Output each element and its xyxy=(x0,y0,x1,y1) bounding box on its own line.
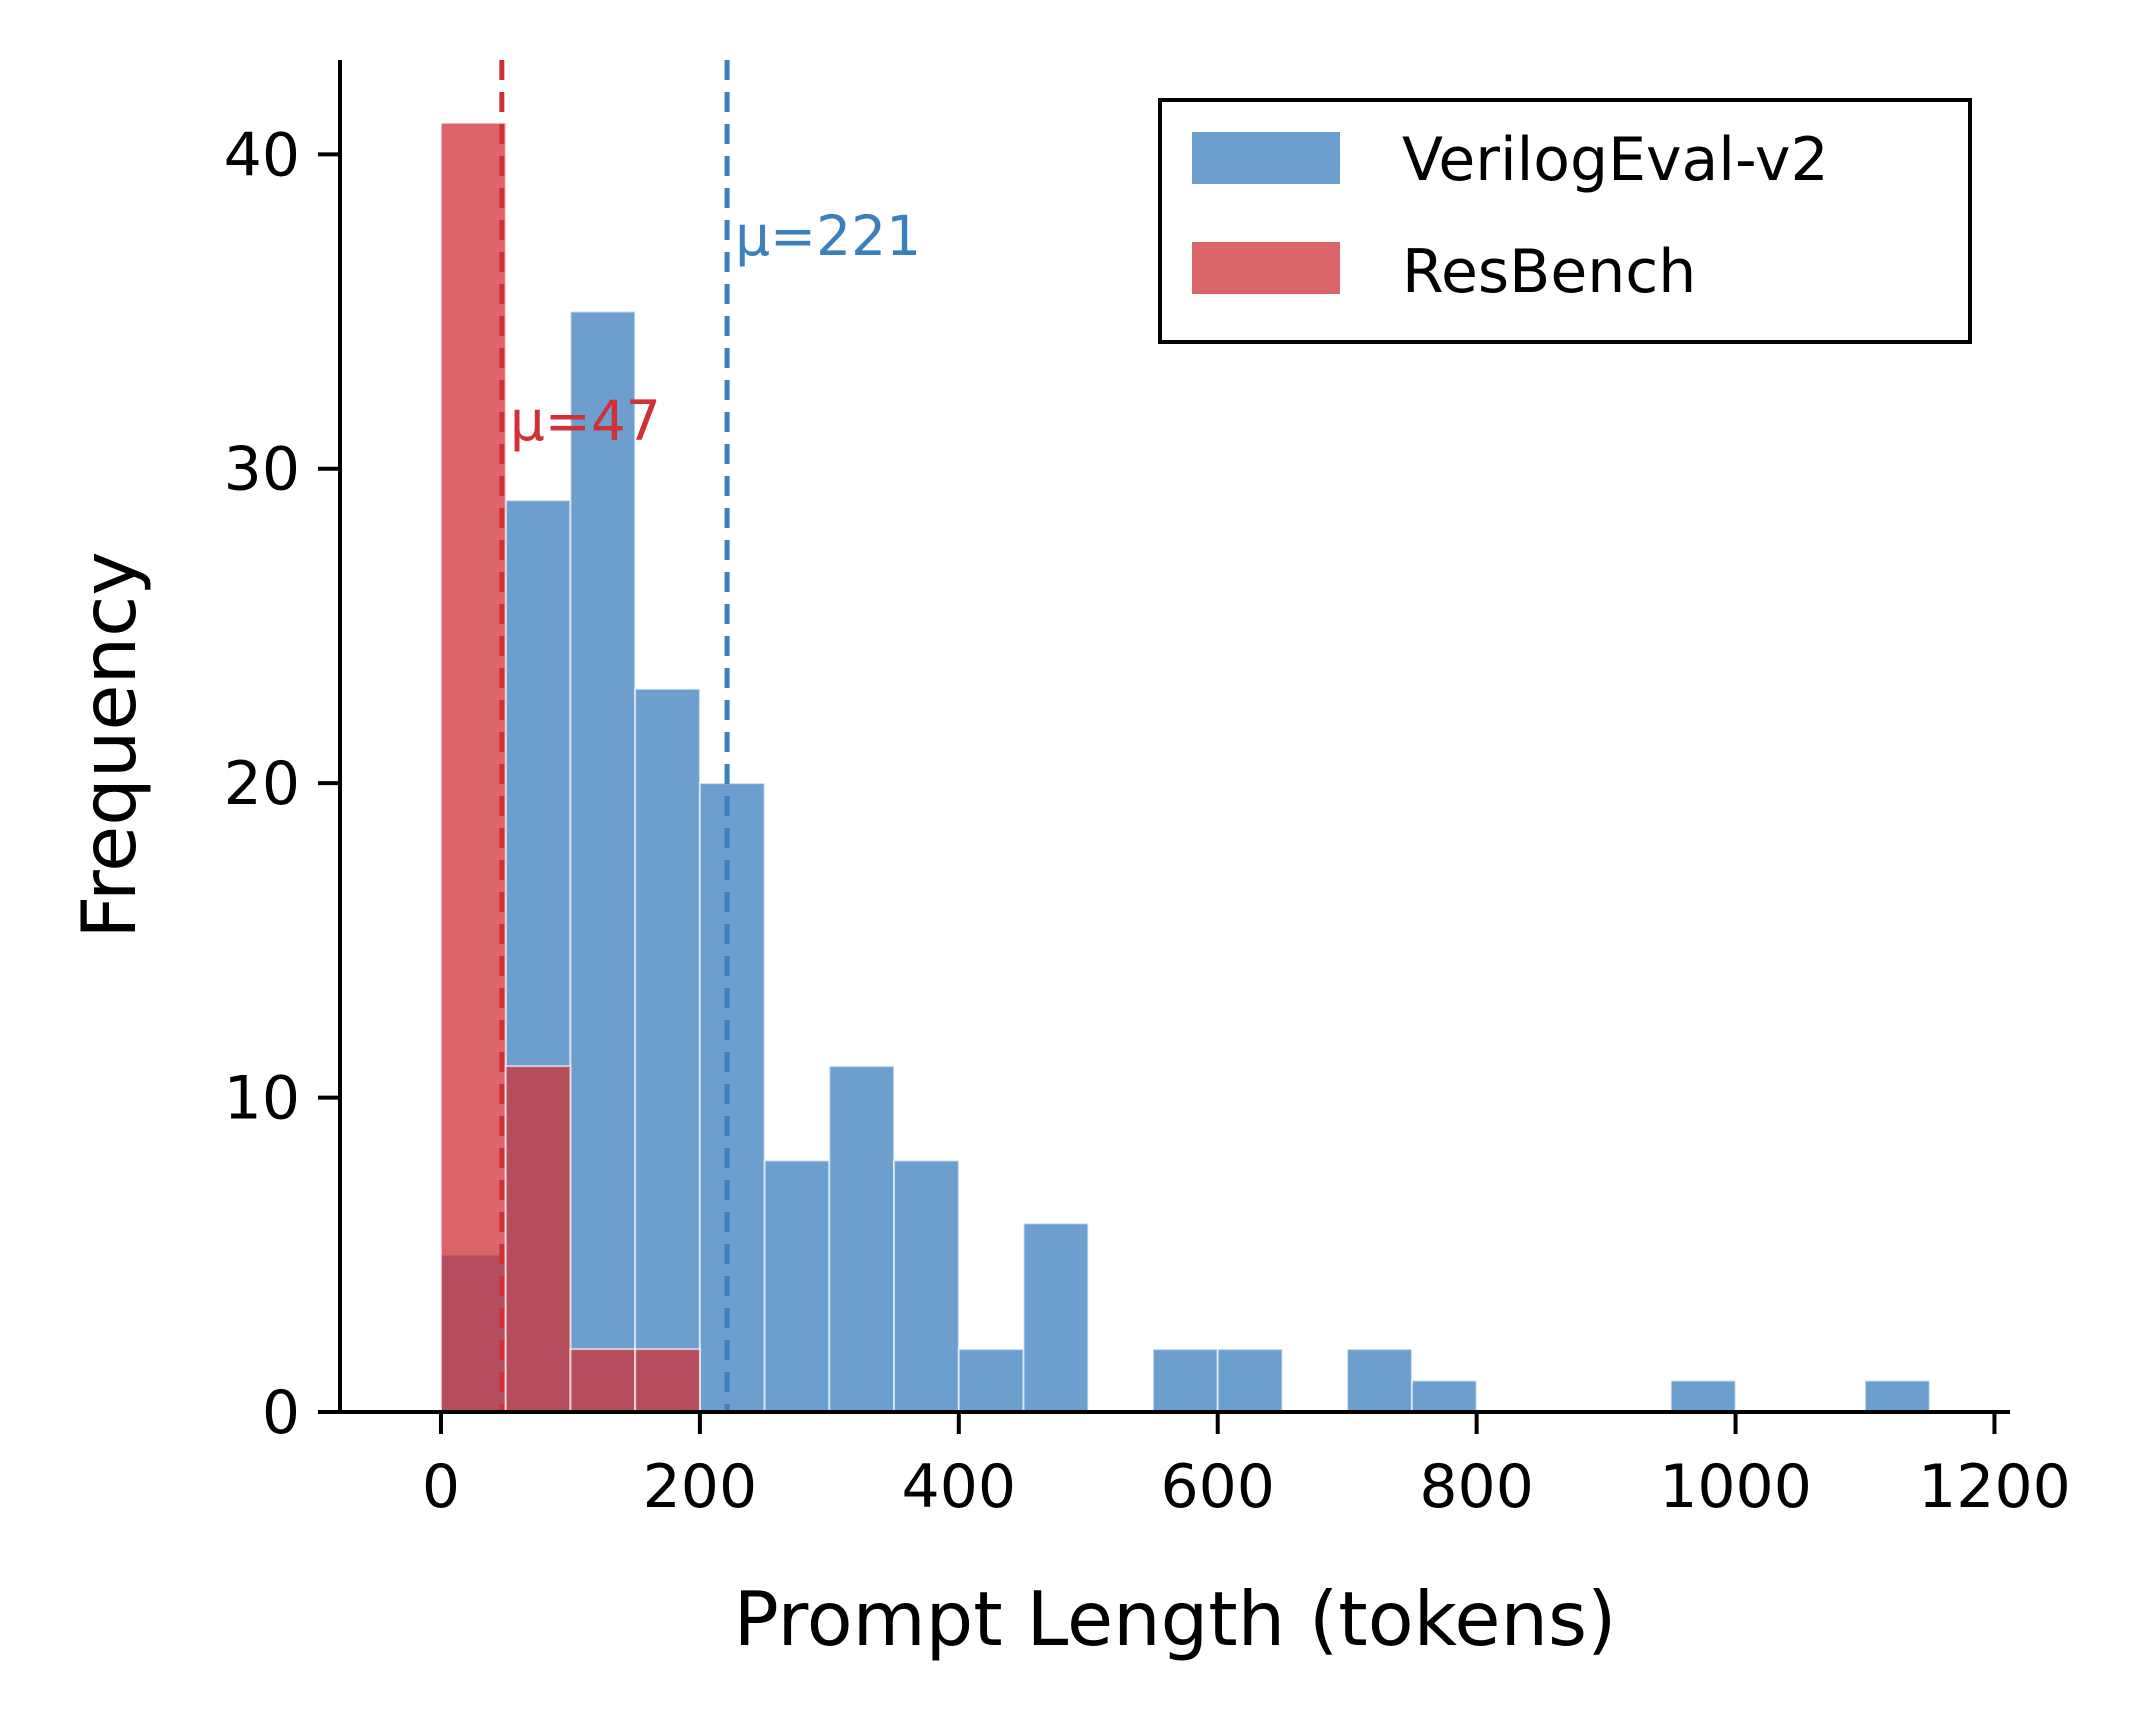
x-tick-label-200: 200 xyxy=(643,1452,758,1522)
axes xyxy=(338,60,2010,1414)
verilogeval-v2-bar-100 xyxy=(569,310,637,1413)
x-ticks: 0 200 400 600 800 1000 1200 xyxy=(422,1412,2071,1522)
verilogeval-v2-bar-600 xyxy=(1216,1348,1284,1414)
resbench-bars xyxy=(439,121,701,1414)
legend-swatch-resbench xyxy=(1192,242,1340,294)
x-tick-label-400: 400 xyxy=(902,1452,1017,1522)
legend-label-verilogeval: VerilogEval-v2 xyxy=(1402,125,1829,195)
legend-swatch-verilogeval xyxy=(1192,132,1340,184)
resbench-mean-label: μ=47 xyxy=(510,389,661,453)
verilogeval-v2-bar-550 xyxy=(1151,1348,1219,1414)
verilogeval-v2-bar-950 xyxy=(1669,1379,1737,1413)
y-ticks: 0 10 20 30 40 xyxy=(224,120,340,1448)
y-tick-label-30: 30 xyxy=(224,435,300,505)
verilogeval-bars xyxy=(439,310,1931,1414)
verilogeval-v2-bar-200 xyxy=(698,782,766,1413)
verilogeval-v2-bar-350 xyxy=(893,1159,960,1413)
verilogeval-v2-bar-400 xyxy=(957,1348,1025,1414)
verilogeval-v2-bar-250 xyxy=(763,1159,831,1413)
resbench-bar-100 xyxy=(569,1348,637,1414)
resbench-bar-0 xyxy=(439,121,507,1414)
verilogeval-v2-bar-1100 xyxy=(1864,1379,1931,1413)
x-axis-title: Prompt Length (tokens) xyxy=(734,1575,1617,1663)
y-axis-title: Frequency xyxy=(65,551,153,938)
mean-lines: μ=221 μ=47 xyxy=(499,60,921,1412)
resbench-bar-150 xyxy=(634,1348,701,1414)
x-tick-label-600: 600 xyxy=(1160,1452,1275,1522)
verilogeval-v2-bar-750 xyxy=(1410,1379,1478,1413)
x-tick-label-1200: 1200 xyxy=(1918,1452,2071,1522)
x-tick-label-0: 0 xyxy=(422,1452,460,1522)
verilogeval-v2-bar-300 xyxy=(828,1065,896,1413)
legend: VerilogEval-v2 ResBench xyxy=(1158,98,1972,344)
x-tick-label-1000: 1000 xyxy=(1659,1452,1812,1522)
verilogeval-v2-bar-450 xyxy=(1022,1222,1090,1414)
y-tick-label-40: 40 xyxy=(224,120,300,190)
resbench-bar-50 xyxy=(504,1065,572,1413)
verilogeval-v2-mean-label: μ=221 xyxy=(735,204,921,268)
verilogeval-v2-bar-700 xyxy=(1346,1348,1413,1414)
legend-label-resbench: ResBench xyxy=(1402,237,1696,307)
y-tick-label-0: 0 xyxy=(262,1378,300,1448)
x-tick-label-800: 800 xyxy=(1419,1452,1534,1522)
verilogeval-v2-bar-150 xyxy=(634,687,701,1413)
y-tick-label-20: 20 xyxy=(224,749,300,819)
y-tick-label-10: 10 xyxy=(224,1064,300,1134)
